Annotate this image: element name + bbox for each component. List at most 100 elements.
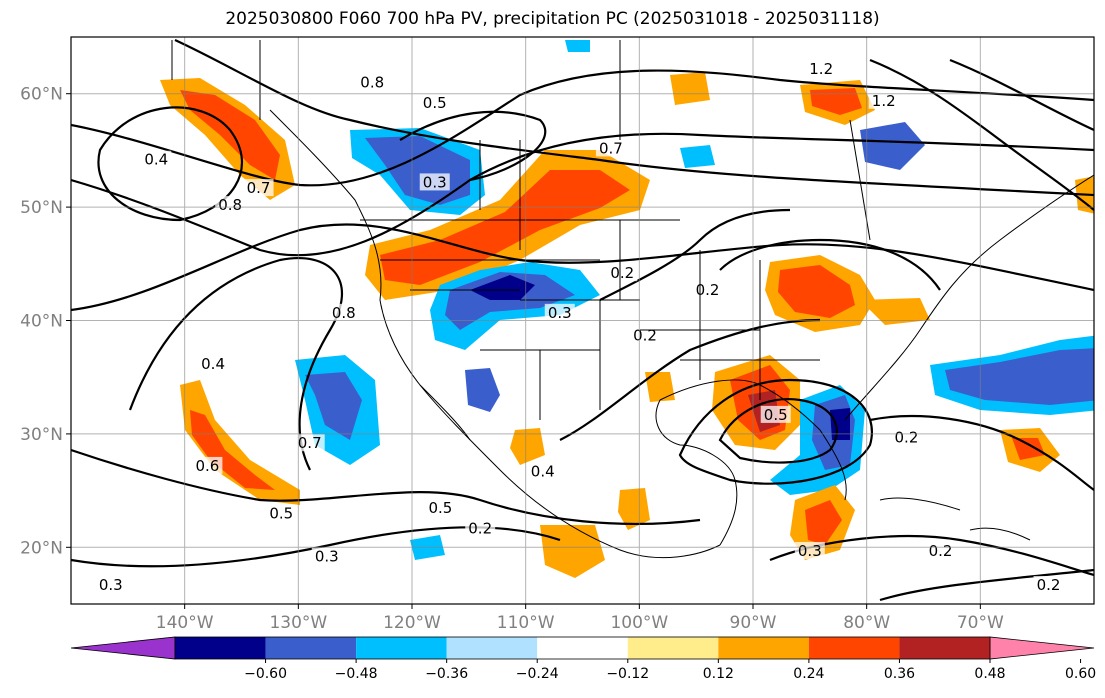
contour-label-bg [357, 73, 388, 91]
contour-label-bg [95, 575, 126, 593]
contour-label: 0.8 [218, 196, 242, 214]
contour-label: 0.5 [269, 505, 293, 523]
contour-label: 0.7 [247, 179, 271, 197]
colorbar-tick-label: 0.12 [703, 666, 734, 682]
colorbar-bin [356, 637, 447, 659]
colorbar-tick-label: 0.60 [1065, 666, 1096, 682]
colorbar-extension-low [70, 636, 176, 660]
contour-label: 0.4 [144, 151, 168, 169]
lat-label: 20°N [20, 538, 63, 558]
contour-label-bg [806, 60, 837, 78]
contour-label: 0.5 [764, 406, 788, 424]
contour-label: 0.8 [360, 74, 384, 92]
contour-label: 1.2 [872, 92, 896, 110]
contour-label-bg [294, 434, 325, 452]
lat-label: 30°N [20, 425, 63, 445]
colorbar-tick-label: −0.24 [516, 666, 559, 682]
contour-label-bg [198, 354, 229, 372]
contour-label-bg [595, 139, 626, 157]
map-title: 2025030800 F060 700 hPa PV, precipitatio… [225, 9, 880, 29]
contour-label: 0.7 [599, 139, 623, 157]
contour-label: 0.5 [423, 94, 447, 112]
contour-label: 0.2 [929, 542, 953, 560]
contour-label: 0.7 [298, 434, 322, 452]
contour-label-bg [243, 179, 274, 197]
colorbar-bin [627, 637, 719, 659]
colorbar-tick-label: 0.48 [974, 666, 1005, 682]
contour-label-bg [925, 541, 956, 559]
colorbar-extension-high [989, 636, 1095, 660]
colorbar-bin [718, 637, 809, 659]
contour-label: 0.2 [696, 281, 720, 299]
contour-label-bg [891, 428, 922, 446]
lon-label: 140°W [156, 613, 214, 633]
lat-label: 50°N [20, 198, 63, 218]
contour-label: 0.3 [99, 576, 123, 594]
contour-label-bg [607, 264, 638, 282]
contour-label-bg [141, 150, 172, 168]
contour-label: 0.6 [195, 457, 219, 475]
contour-label: 0.5 [428, 499, 452, 517]
contour-label: 0.4 [201, 355, 225, 373]
colorbar-outline [174, 636, 991, 660]
contour-label-bg [425, 498, 456, 516]
colorbar-tick-label: −0.48 [335, 666, 378, 682]
lon-label: 130°W [269, 613, 327, 633]
precipitation-shading [160, 40, 1094, 578]
contour-label-bg [630, 326, 661, 344]
colorbar-bin [175, 637, 266, 659]
contour-label-bg [266, 504, 297, 522]
colorbar-tick-label: −0.36 [425, 666, 468, 682]
contour-label: 0.8 [332, 304, 356, 322]
contour-label: 0.2 [1037, 576, 1061, 594]
lon-label: 90°W [730, 613, 777, 633]
contour-label-bg [311, 547, 342, 565]
contour-label: 0.2 [610, 264, 634, 282]
contour-label-bg [192, 456, 223, 474]
contour-label-bg [544, 303, 575, 321]
colorbar-bin [537, 637, 628, 659]
colorbar-bin [265, 637, 357, 659]
colorbar-tick-label: 0.36 [884, 666, 915, 682]
plot-area: 0.8 0.5 1.2 1.2 0.4 0.7 0.8 0.3 0.7 0.2 0.2 0.3 0.2 0… [71, 37, 1094, 604]
contour-label-bg [465, 519, 496, 537]
contour-label: 0.3 [798, 542, 822, 560]
contour-labels: 0.8 0.5 1.2 1.2 0.4 0.7 0.8 0.3 0.7 0.2 0.2 0.3 0.2 0… [95, 60, 1064, 594]
contour-label: 0.4 [531, 463, 555, 481]
graticule [71, 37, 1094, 604]
contour-label-bg [419, 173, 450, 191]
colorbar-tick-label: −0.60 [244, 666, 287, 682]
contour-label-bg [527, 462, 558, 480]
colorbar-tick-label: 0.24 [793, 666, 824, 682]
colorbar-bin [808, 637, 900, 659]
contour-label: 0.2 [468, 519, 492, 537]
longitude-labels: 140°W 130°W 120°W 110°W 100°W 90°W 80°W 70°W [156, 604, 1004, 633]
colorbar: −0.60 −0.48 −0.36 −0.24 −0.12 0.12 0.24 0.36 0.4… [70, 636, 1096, 682]
lon-label: 100°W [610, 613, 668, 633]
contour-label: 0.2 [895, 429, 919, 447]
lon-label: 110°W [497, 613, 555, 633]
pv-contours [71, 39, 1094, 602]
contour-label-bg [328, 303, 359, 321]
contour-label: 0.3 [423, 173, 447, 191]
contour-label-bg [1033, 575, 1064, 593]
lat-label: 40°N [20, 312, 63, 332]
contour-label: 0.2 [633, 327, 657, 345]
lon-label: 120°W [383, 613, 441, 633]
latitude-labels: 60°N 50°N 40°N 30°N 20°N [20, 85, 71, 558]
colorbar-bin [899, 637, 990, 659]
contour-label-bg [760, 405, 791, 423]
contour-label-bg [794, 541, 825, 559]
lat-label: 60°N [20, 85, 63, 105]
contour-label-bg [419, 94, 450, 112]
colorbar-bin [446, 637, 538, 659]
lon-label: 70°W [957, 613, 1004, 633]
colorbar-tick-label: −0.12 [606, 666, 649, 682]
contour-label: 0.3 [315, 548, 339, 566]
contour-label: 1.2 [809, 60, 833, 78]
coastlines [171, 40, 1094, 559]
contour-label: 0.3 [548, 304, 572, 322]
lon-label: 80°W [843, 613, 890, 633]
contour-label-bg [868, 91, 899, 109]
